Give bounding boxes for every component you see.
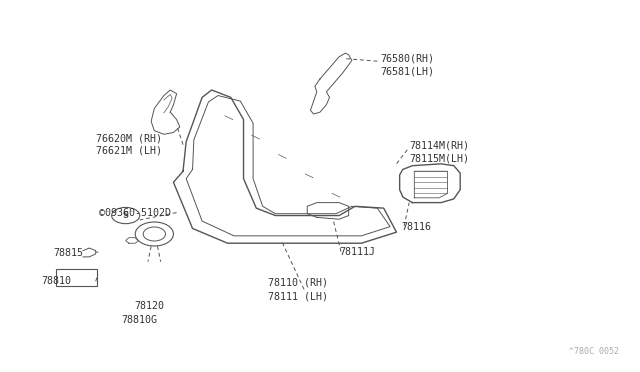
Text: 76581(LH): 76581(LH): [381, 67, 435, 77]
Text: 78111 (LH): 78111 (LH): [268, 291, 328, 301]
Text: ©09360-5102D: ©09360-5102D: [99, 208, 171, 218]
Text: 78810: 78810: [41, 276, 71, 286]
Text: 76620M (RH): 76620M (RH): [96, 133, 162, 143]
Text: 78120: 78120: [134, 301, 164, 311]
Text: 78815: 78815: [54, 248, 84, 258]
Text: 78810G: 78810G: [121, 315, 157, 325]
Text: ^780C 0052: ^780C 0052: [570, 347, 620, 356]
Text: 78114M(RH): 78114M(RH): [409, 140, 469, 150]
Text: 76580(RH): 76580(RH): [381, 54, 435, 64]
Text: 78110 (RH): 78110 (RH): [268, 278, 328, 288]
Text: S: S: [123, 211, 129, 220]
Text: 76621M (LH): 76621M (LH): [96, 146, 162, 156]
Text: 78115M(LH): 78115M(LH): [409, 153, 469, 163]
Text: 78116: 78116: [401, 222, 431, 232]
Text: 78111J: 78111J: [339, 247, 375, 257]
